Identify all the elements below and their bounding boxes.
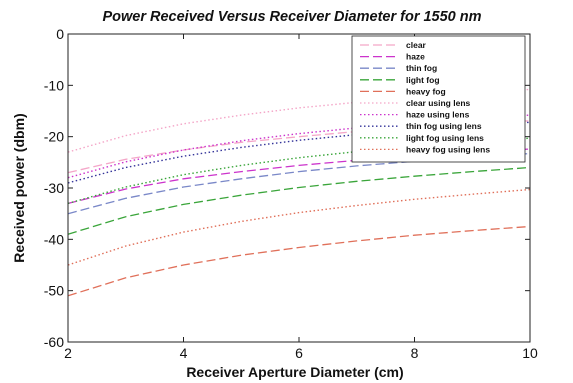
legend-label-haze-using-lens: haze using lens — [406, 110, 470, 120]
legend-label-light-fog-using-lens: light fog using lens — [406, 133, 484, 143]
legend-label-light-fog: light fog — [406, 75, 440, 85]
series-line-light-fog — [67, 166, 531, 235]
y-tick-label: -40 — [44, 231, 64, 247]
y-tick-label: -20 — [44, 129, 64, 145]
series-line-heavy-fog-using-lens — [67, 188, 531, 266]
legend-label-thin-fog-using-lens: thin fog using lens — [406, 121, 482, 131]
y-tick-label: -10 — [44, 77, 64, 93]
series-line-thin-fog — [67, 152, 531, 215]
y-tick-label: -50 — [44, 283, 64, 299]
x-tick-label: 8 — [411, 345, 419, 361]
y-axis-label: Received power (dbm) — [11, 113, 27, 262]
y-tick-label: 0 — [56, 26, 64, 42]
x-tick-label: 10 — [522, 345, 538, 361]
x-tick-label: 2 — [64, 345, 72, 361]
legend-label-heavy-fog: heavy fog — [406, 86, 446, 96]
legend-label-heavy-fog-using-lens: heavy fog using lens — [406, 144, 490, 154]
series-curves — [67, 88, 531, 297]
chart-title: Power Received Versus Receiver Diameter … — [102, 9, 481, 25]
legend-label-clear: clear — [406, 40, 427, 50]
series-line-clear — [67, 120, 531, 174]
x-tick-label: 4 — [180, 345, 188, 361]
x-axis-label: Receiver Aperture Diameter (cm) — [186, 364, 403, 380]
legend-label-clear-using-lens: clear using lens — [406, 98, 471, 108]
series-line-heavy-fog — [67, 225, 531, 297]
y-tick-label: -30 — [44, 180, 64, 196]
y-tick-label: -60 — [44, 334, 64, 350]
axis-ticks: 2 4 6 8 10 0 -10 -20 -30 -40 -50 -60 — [44, 26, 538, 361]
legend-label-haze: haze — [406, 52, 425, 62]
legend-label-thin-fog: thin fog — [406, 63, 437, 73]
x-tick-label: 6 — [295, 345, 303, 361]
series-line-haze — [67, 148, 531, 205]
